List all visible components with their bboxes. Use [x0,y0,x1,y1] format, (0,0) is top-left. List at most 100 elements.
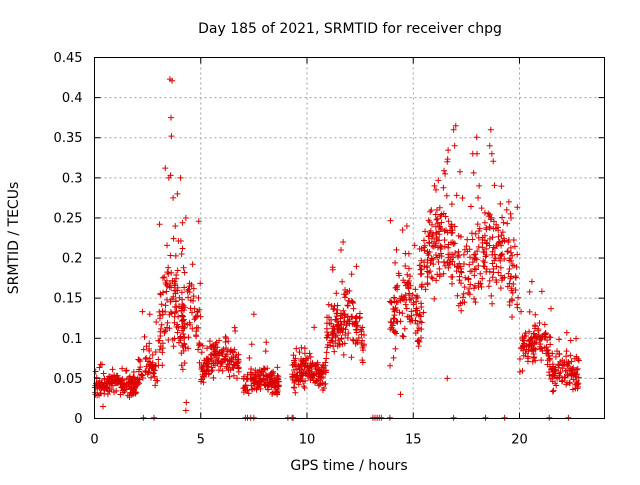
data-point [532,311,539,318]
data-point [341,291,348,298]
data-point [498,183,505,190]
data-point [511,243,518,250]
data-point [546,414,553,421]
data-point [542,329,549,336]
data-point [182,344,189,351]
plot-frame [94,57,605,419]
data-point [151,373,158,380]
data-point [316,367,323,374]
data-point [470,251,477,258]
data-point [181,334,188,341]
y-tick-label: 0.15 [54,292,83,307]
data-point [426,229,433,236]
data-point [546,369,553,376]
data-point [217,363,224,370]
data-point [488,150,495,157]
data-point [124,392,131,399]
data-point [514,301,521,308]
data-point [435,177,442,184]
data-point [390,315,397,322]
data-point [403,222,410,229]
data-point [185,345,192,352]
data-point [330,343,337,350]
data-point [464,236,471,243]
data-point [471,282,478,289]
data-point [301,366,308,373]
data-point [442,213,449,220]
data-point [353,263,360,270]
data-point [401,325,408,332]
data-point [572,385,579,392]
data-point [218,349,225,356]
data-point [163,288,170,295]
data-point [514,204,521,211]
data-point [456,273,463,280]
data-point [519,367,526,374]
data-point [171,282,178,289]
data-point [541,321,548,328]
data-point [563,329,570,336]
data-point [180,313,187,320]
data-point [431,182,438,189]
data-point [575,357,582,364]
data-point [545,346,552,353]
data-point [163,324,170,331]
data-point [420,309,427,316]
data-point [490,225,497,232]
y-tick-label: 0.2 [62,252,83,267]
data-point [325,301,332,308]
data-point [298,361,305,368]
data-point [181,320,188,327]
data-point [433,230,440,237]
data-point [336,324,343,331]
data-point [434,206,441,213]
data-point [329,338,336,345]
data-point [291,384,298,391]
data-point [248,386,255,393]
data-point [175,339,182,346]
data-point [565,414,572,421]
data-point [503,206,510,213]
data-point [181,360,188,367]
data-point [174,267,181,274]
data-point [192,313,199,320]
data-point [403,305,410,312]
data-point [420,244,427,251]
data-point [509,313,516,320]
data-point [499,251,506,258]
data-point [482,253,489,260]
data-point [493,276,500,283]
data-point [92,391,99,398]
data-point [274,387,281,394]
data-point [191,316,198,323]
data-point [501,237,508,244]
data-point [250,311,257,318]
data-point [354,322,361,329]
data-point [508,214,514,221]
data-point [157,325,164,332]
data-point [459,195,466,202]
data-point [179,366,186,373]
data-point [402,282,409,289]
data-point [227,346,234,353]
data-point [546,355,553,362]
data-point [449,280,456,287]
data-point [410,299,417,306]
data-point [257,385,264,392]
data-point [530,350,537,357]
data-point [413,305,420,312]
data-point [451,142,458,149]
data-point [486,142,493,149]
data-point [446,251,453,258]
data-point [232,328,239,335]
data-point [290,414,297,421]
data-point [506,280,513,287]
data-point [570,376,577,383]
data-point [148,374,155,381]
data-point [495,239,502,246]
data-point [544,361,551,368]
data-point [424,280,431,287]
data-point [171,319,178,326]
data-point [501,414,508,421]
data-point [135,356,142,363]
